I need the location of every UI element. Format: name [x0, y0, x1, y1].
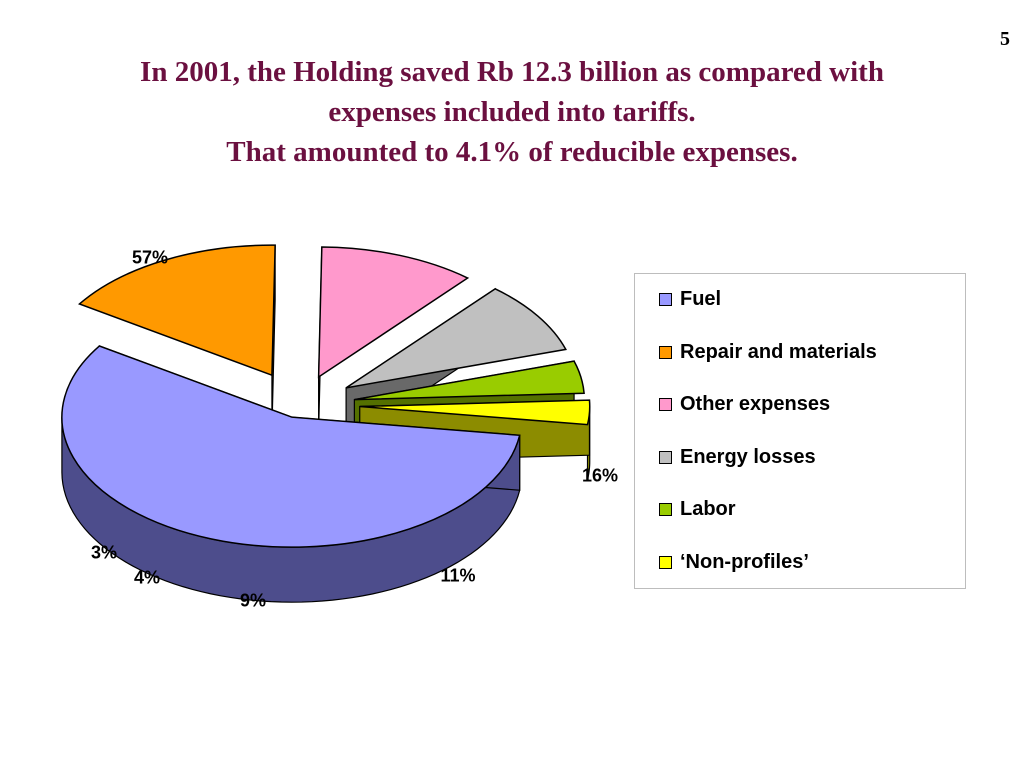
legend-item-other-expenses: Other expenses [659, 393, 830, 416]
legend-label: Repair and materials [680, 340, 877, 363]
legend-swatch [659, 398, 672, 411]
legend-swatch [659, 555, 672, 569]
legend-label: ‘Non-profiles’ [680, 550, 809, 573]
labor-pct-label: 4% [133, 567, 161, 588]
legend-item-repair-and-materials: Repair and materials [659, 341, 877, 364]
non-profiles-slice [359, 399, 591, 426]
legend-swatch [659, 345, 672, 359]
repair-and-materials-pct-label: 16% [581, 465, 619, 486]
legend-swatch [659, 293, 672, 306]
repair-and-materials-slice [78, 244, 276, 377]
fuel-slice [61, 345, 521, 548]
other-expenses-pct-label: 11% [440, 565, 476, 586]
fuel-pct-label: 57% [131, 247, 169, 268]
title-line-3: That amounted to 4.1% of reducible expen… [226, 136, 798, 168]
legend-label: Labor [680, 498, 736, 520]
legend-item-energy-losses: Energy losses [659, 446, 816, 469]
legend-label: Energy losses [680, 445, 816, 468]
slide-title: In 2001, the Holding saved Rb 12.3 billi… [0, 52, 1024, 172]
legend-item-non-profiles: ‘Non-profiles’ [659, 551, 809, 574]
legend-item-fuel: Fuel [659, 288, 721, 311]
chart-legend: Fuel Repair and materials Other expenses En… [634, 273, 966, 589]
energy-losses-pct-label: 9% [239, 590, 267, 611]
page-number: 5 [1000, 28, 1010, 50]
legend-item-labor: Labor [659, 498, 736, 521]
legend-label: Other expenses [680, 393, 831, 415]
legend-label: Fuel [680, 288, 722, 310]
title-line-1: In 2001, the Holding saved Rb 12.3 billi… [140, 56, 884, 88]
title-line-2: expenses included into tariffs. [328, 96, 696, 128]
labor-slice [354, 360, 585, 401]
legend-swatch [659, 450, 672, 464]
non-profiles-pct-label: 3% [90, 542, 118, 563]
other-expenses-slice [317, 246, 470, 379]
legend-swatch [659, 503, 672, 516]
energy-losses-slice [345, 287, 567, 389]
